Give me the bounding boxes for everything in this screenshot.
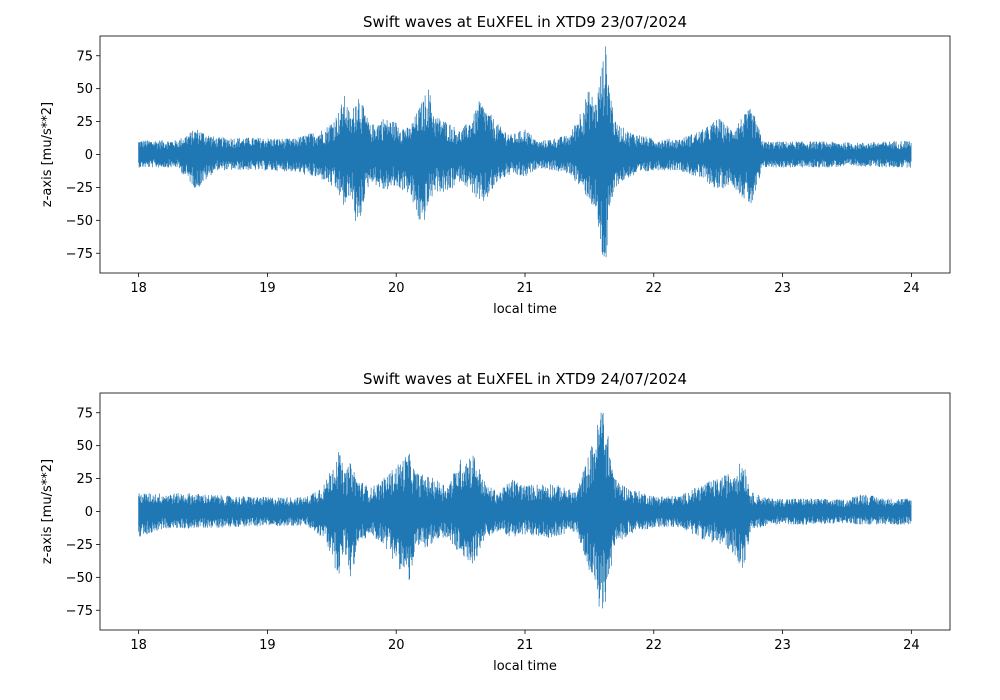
y-tick-label: −25 (66, 538, 93, 553)
x-tick-label: 23 (774, 281, 791, 296)
x-tick-label: 18 (130, 281, 147, 296)
x-ticks-bottom: 18 19 20 21 22 23 24 (130, 630, 920, 653)
y-ticks-top: −75 −50 −25 0 25 50 75 (66, 49, 100, 262)
x-tick-label: 21 (517, 638, 534, 653)
y-axis-label-bottom: z-axis [mu/s**2] (40, 459, 55, 564)
x-axis-label-top: local time (493, 302, 557, 317)
x-tick-label: 21 (517, 281, 534, 296)
y-tick-label: −75 (66, 604, 93, 619)
y-tick-label: 25 (76, 472, 93, 487)
chart-title-bottom: Swift waves at EuXFEL in XTD9 24/07/2024 (363, 370, 687, 388)
y-tick-label: −75 (66, 247, 93, 262)
x-tick-label: 18 (130, 638, 147, 653)
x-ticks-top: 18 19 20 21 22 23 24 (130, 273, 920, 296)
y-axis-label-top: z-axis [mu/s**2] (40, 102, 55, 207)
y-tick-label: −50 (66, 214, 93, 229)
y-tick-label: 0 (85, 505, 93, 520)
plot-area-bottom (138, 412, 912, 609)
x-tick-label: 20 (388, 638, 405, 653)
y-ticks-bottom: −75 −50 −25 0 25 50 75 (66, 406, 100, 619)
y-tick-label: 50 (76, 82, 93, 97)
x-tick-label: 23 (774, 638, 791, 653)
chart-title-top: Swift waves at EuXFEL in XTD9 23/07/2024 (363, 13, 687, 31)
y-tick-label: −25 (66, 181, 93, 196)
chart-panel-bottom: Swift waves at EuXFEL in XTD9 24/07/2024… (40, 370, 951, 674)
x-tick-label: 22 (646, 281, 663, 296)
waveform-series (138, 412, 912, 609)
y-tick-label: −50 (66, 571, 93, 586)
plot-area-top (138, 46, 912, 258)
x-tick-label: 22 (646, 638, 663, 653)
y-tick-label: 25 (76, 115, 93, 130)
y-tick-label: 75 (76, 49, 93, 64)
x-tick-label: 24 (903, 638, 920, 653)
x-tick-label: 19 (259, 281, 276, 296)
x-tick-label: 20 (388, 281, 405, 296)
y-tick-label: 50 (76, 439, 93, 454)
y-tick-label: 0 (85, 148, 93, 163)
y-tick-label: 75 (76, 406, 93, 421)
x-tick-label: 24 (903, 281, 920, 296)
chart-panel-top: Swift waves at EuXFEL in XTD9 23/07/2024… (40, 13, 951, 317)
x-tick-label: 19 (259, 638, 276, 653)
x-axis-label-bottom: local time (493, 659, 557, 674)
waveform-series (138, 46, 912, 258)
